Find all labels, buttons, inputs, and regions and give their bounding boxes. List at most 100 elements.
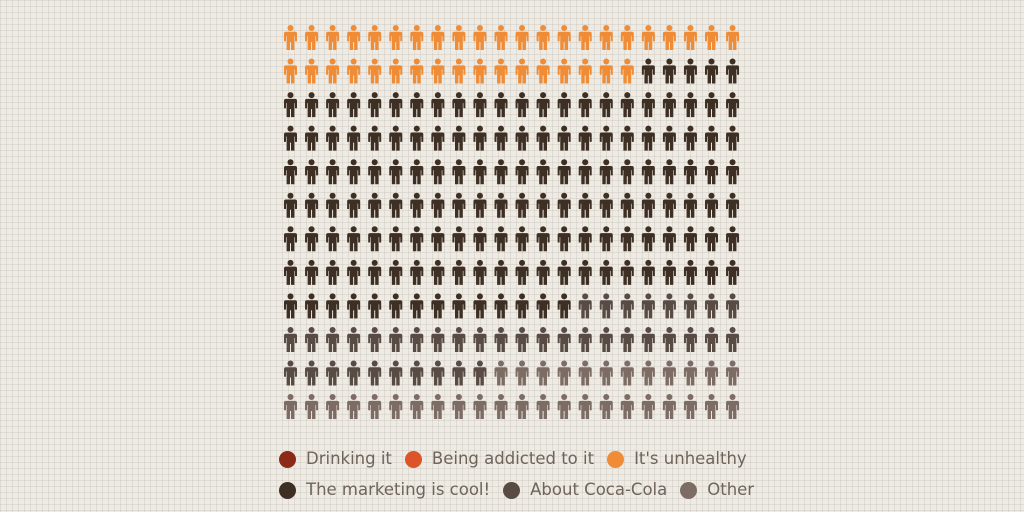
person-icon-other	[662, 394, 676, 420]
person-icon-the-marketing-is-cool	[705, 226, 718, 252]
person-icon-about-coca-cola	[557, 326, 571, 352]
person-icon-the-marketing-is-cool	[452, 159, 466, 185]
person-icon-it-s-unhealthy	[515, 58, 529, 84]
person-icon-the-marketing-is-cool	[452, 192, 466, 218]
person-icon-the-marketing-is-cool	[683, 226, 697, 252]
person-icon-it-s-unhealthy	[726, 25, 740, 50]
person-icon-about-coca-cola	[410, 326, 424, 352]
person-icon-the-marketing-is-cool	[410, 125, 424, 151]
person-icon-other	[683, 394, 697, 420]
person-icon-the-marketing-is-cool	[620, 92, 634, 118]
person-icon-about-coca-cola	[305, 360, 319, 386]
person-icon-the-marketing-is-cool	[473, 293, 487, 319]
person-icon-about-coca-cola	[578, 293, 592, 319]
person-icon-the-marketing-is-cool	[452, 293, 466, 319]
person-icon-the-marketing-is-cool	[368, 293, 382, 319]
legend-swatch-marketing-is-cool	[279, 481, 296, 499]
person-icon-about-coca-cola	[683, 293, 697, 319]
person-icon-it-s-unhealthy	[536, 58, 550, 84]
person-icon-the-marketing-is-cool	[662, 159, 676, 185]
person-icon-the-marketing-is-cool	[620, 226, 634, 252]
person-icon-about-coca-cola	[347, 360, 361, 386]
person-icon-it-s-unhealthy	[389, 58, 403, 84]
person-icon-other	[620, 394, 634, 420]
legend-row-1: Drinking it Being addicted to it It's un…	[279, 444, 749, 474]
person-icon-the-marketing-is-cool	[410, 92, 424, 118]
person-icon-the-marketing-is-cool	[557, 293, 571, 319]
person-icon-about-coca-cola	[473, 360, 487, 386]
person-icon-the-marketing-is-cool	[705, 58, 718, 84]
person-icon-the-marketing-is-cool	[578, 259, 592, 285]
person-icon-it-s-unhealthy	[347, 58, 361, 84]
person-icon-other	[599, 394, 613, 420]
person-icon-the-marketing-is-cool	[557, 159, 571, 185]
person-icon-the-marketing-is-cool	[473, 259, 487, 285]
legend-swatch-being-addicted	[404, 450, 422, 468]
person-icon-it-s-unhealthy	[368, 25, 382, 50]
person-icon-about-coca-cola	[599, 326, 613, 352]
person-icon-the-marketing-is-cool	[452, 226, 466, 252]
person-icon-the-marketing-is-cool	[662, 259, 676, 285]
person-icon-the-marketing-is-cool	[726, 159, 740, 185]
person-icon-the-marketing-is-cool	[305, 125, 319, 151]
person-icon-the-marketing-is-cool	[305, 293, 319, 319]
person-icon-the-marketing-is-cool	[326, 125, 340, 151]
person-icon-the-marketing-is-cool	[326, 293, 340, 319]
person-icon-about-coca-cola	[389, 326, 403, 352]
person-icon-about-coca-cola	[641, 293, 655, 319]
person-icon-other	[578, 360, 592, 386]
person-icon-the-marketing-is-cool	[599, 226, 613, 252]
person-icon-about-coca-cola	[515, 326, 529, 352]
person-icon-the-marketing-is-cool	[284, 293, 297, 319]
person-icon-the-marketing-is-cool	[620, 125, 634, 151]
person-icon-other	[494, 360, 508, 386]
legend-swatch-its-unhealthy	[607, 450, 625, 468]
person-icon-other	[368, 394, 382, 420]
person-icon-about-coca-cola	[578, 326, 592, 352]
legend-swatch-about-coca-cola	[503, 481, 521, 499]
person-icon-other	[515, 394, 529, 420]
person-icon-the-marketing-is-cool	[641, 192, 655, 218]
person-icon-it-s-unhealthy	[431, 58, 445, 84]
person-icon-about-coca-cola	[284, 326, 297, 352]
person-icon-about-coca-cola	[726, 326, 740, 352]
person-icon-the-marketing-is-cool	[389, 192, 403, 218]
person-icon-it-s-unhealthy	[431, 25, 445, 50]
person-icon-it-s-unhealthy	[683, 25, 697, 50]
person-icon-the-marketing-is-cool	[557, 259, 571, 285]
person-icon-the-marketing-is-cool	[473, 92, 487, 118]
person-icon-the-marketing-is-cool	[726, 226, 740, 252]
person-icon-the-marketing-is-cool	[326, 192, 340, 218]
person-icon-the-marketing-is-cool	[494, 226, 508, 252]
person-icon-the-marketing-is-cool	[705, 159, 718, 185]
person-icon-the-marketing-is-cool	[705, 125, 718, 151]
legend-label-drinking-it: Drinking it	[306, 449, 392, 468]
legend-row-2: The marketing is cool! About Coca-Cola O…	[279, 475, 754, 505]
person-icon-other	[473, 394, 487, 420]
person-icon-the-marketing-is-cool	[389, 92, 403, 118]
person-icon-the-marketing-is-cool	[431, 259, 445, 285]
person-icon-the-marketing-is-cool	[305, 92, 319, 118]
person-icon-it-s-unhealthy	[284, 25, 297, 50]
person-icon-about-coca-cola	[410, 360, 424, 386]
person-icon-the-marketing-is-cool	[284, 159, 297, 185]
person-icon-the-marketing-is-cool	[662, 226, 676, 252]
person-icon-the-marketing-is-cool	[683, 92, 697, 118]
person-icon-about-coca-cola	[347, 326, 361, 352]
person-icon-the-marketing-is-cool	[578, 159, 592, 185]
person-icon-the-marketing-is-cool	[326, 159, 340, 185]
person-icon-the-marketing-is-cool	[305, 259, 319, 285]
pictogram-svg	[284, 25, 740, 420]
person-icon-about-coca-cola	[368, 326, 382, 352]
person-icon-about-coca-cola	[326, 360, 340, 386]
person-icon-the-marketing-is-cool	[368, 192, 382, 218]
person-icon-the-marketing-is-cool	[620, 192, 634, 218]
person-icon-about-coca-cola	[452, 360, 466, 386]
person-icon-the-marketing-is-cool	[368, 226, 382, 252]
person-icon-the-marketing-is-cool	[683, 259, 697, 285]
person-icon-the-marketing-is-cool	[368, 159, 382, 185]
person-icon-the-marketing-is-cool	[431, 192, 445, 218]
person-icon-the-marketing-is-cool	[347, 92, 361, 118]
person-icon-other	[705, 394, 718, 420]
person-icon-it-s-unhealthy	[620, 25, 634, 50]
